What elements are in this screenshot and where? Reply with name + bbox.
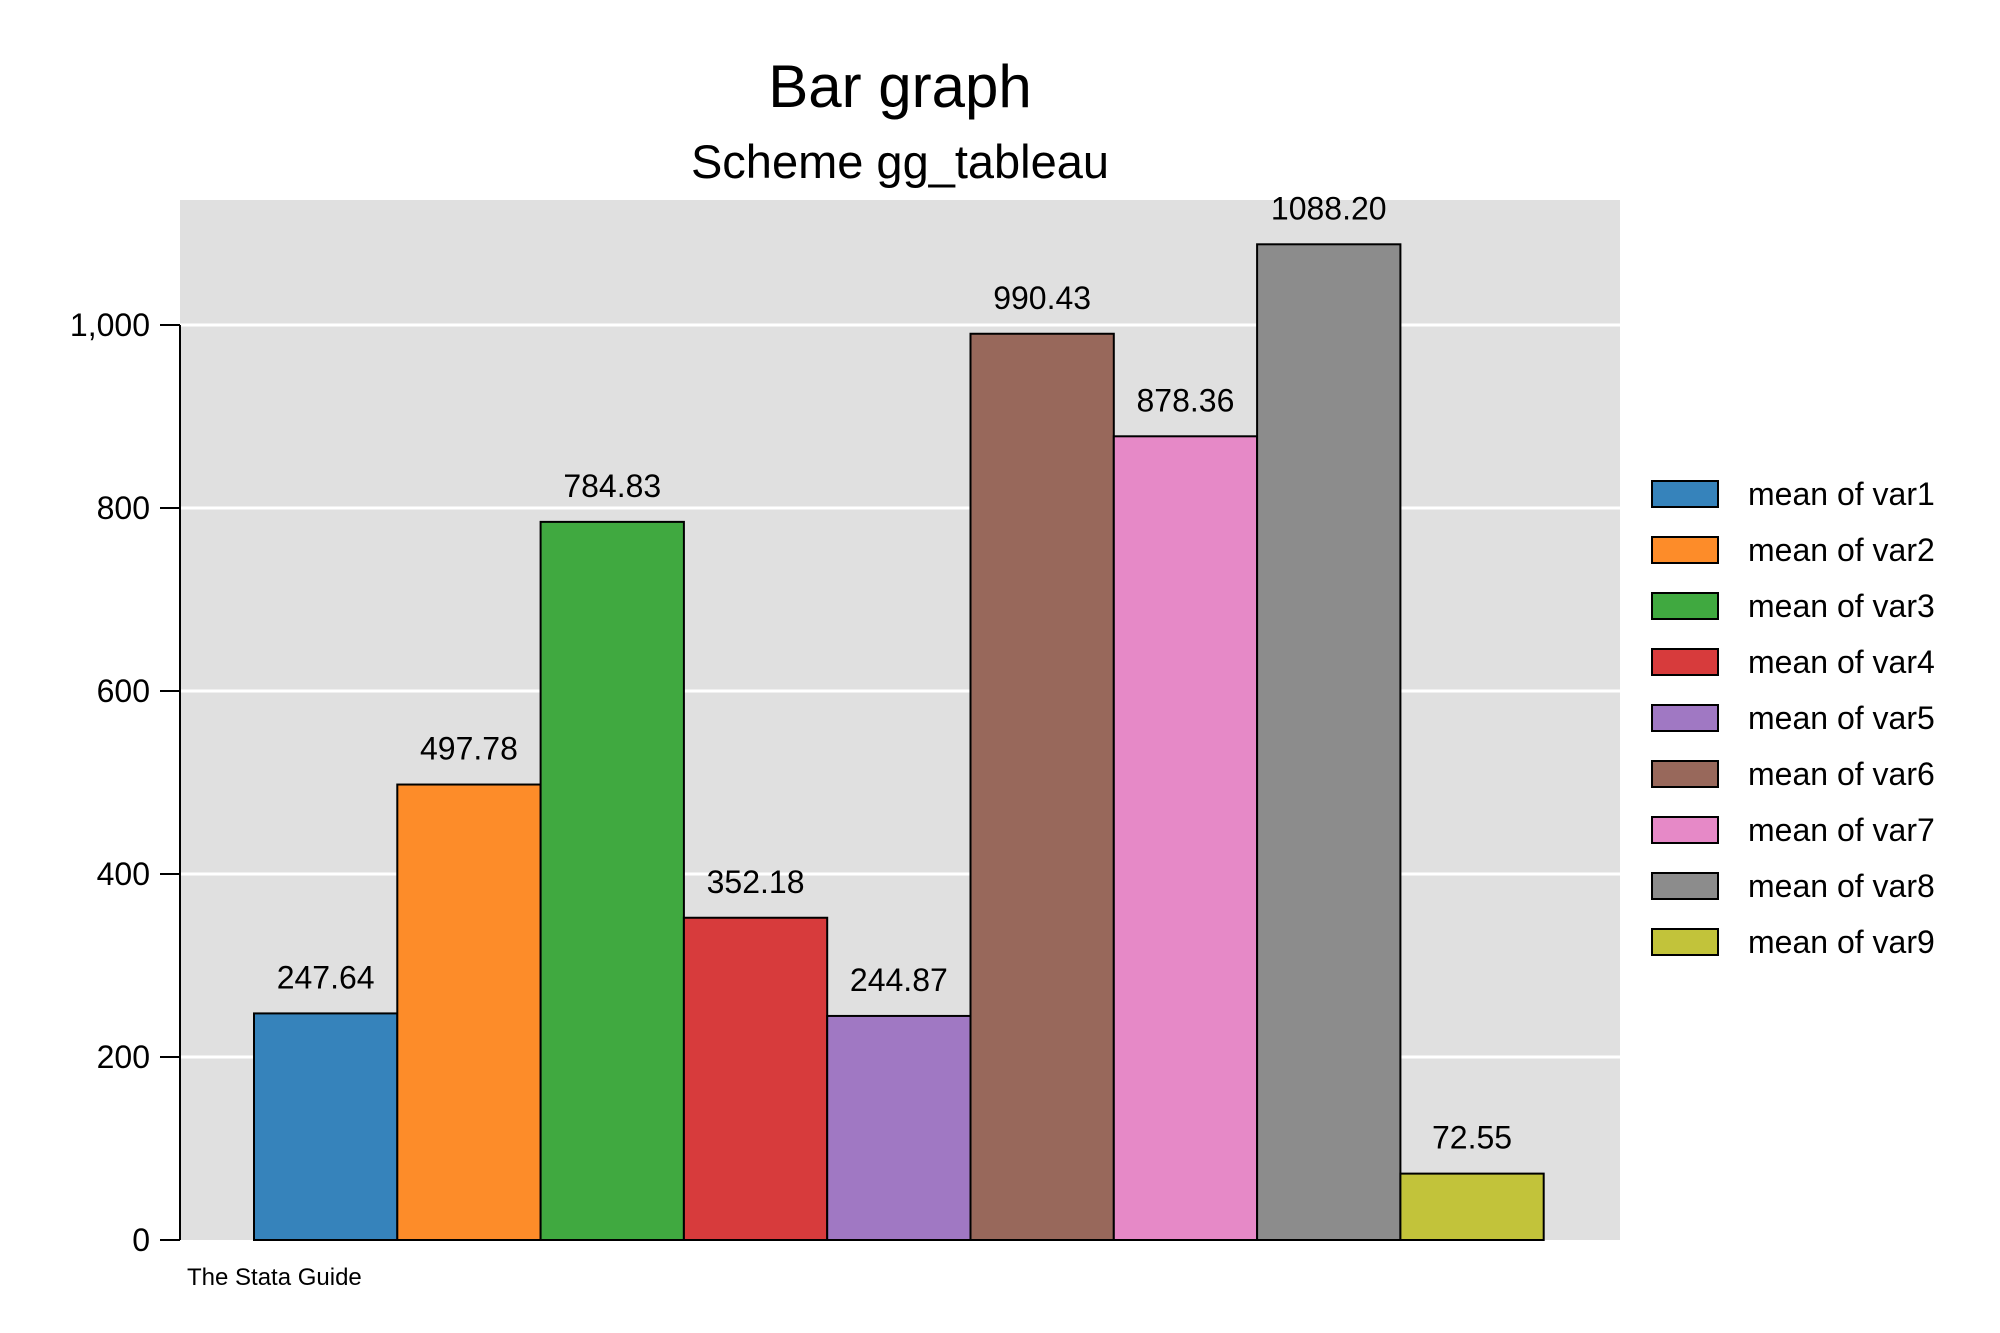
legend-label-9: mean of var9 (1748, 924, 1935, 960)
legend-swatch-2 (1651, 536, 1719, 564)
legend-label-8: mean of var8 (1748, 868, 1935, 904)
legend-label-6: mean of var6 (1748, 756, 1935, 792)
y-tick-label: 1,000 (70, 307, 150, 343)
bar-6 (969, 332, 1115, 1242)
bar-8 (1256, 243, 1402, 1241)
bar-3 (539, 520, 685, 1241)
bars (253, 243, 1545, 1242)
data-label-4: 352.18 (707, 864, 805, 900)
bar-9 (1399, 1172, 1545, 1241)
y-axis: 0 200 400 600 800 1,000 (70, 307, 181, 1258)
chart-note: The Stata Guide (187, 1264, 362, 1291)
bar-1 (253, 1012, 399, 1242)
legend-swatch-5 (1651, 704, 1719, 732)
chart-subtitle: Scheme gg_tableau (691, 135, 1109, 188)
chart-title: Bar graph (768, 53, 1032, 120)
legend-label-3: mean of var3 (1748, 588, 1935, 624)
y-tick-label: 600 (97, 673, 150, 709)
y-tick-label: 0 (132, 1222, 150, 1258)
data-label-1: 247.64 (277, 959, 375, 995)
y-tick-label: 800 (97, 490, 150, 526)
legend-label-7: mean of var7 (1748, 812, 1935, 848)
legend-label-5: mean of var5 (1748, 700, 1935, 736)
data-label-2: 497.78 (420, 731, 518, 767)
y-tick-label: 200 (97, 1039, 150, 1075)
data-label-3: 784.83 (563, 468, 661, 504)
legend-swatch-7 (1651, 816, 1719, 844)
bar-4 (682, 916, 829, 1241)
data-label-9: 72.55 (1432, 1120, 1512, 1156)
legend-swatch-4 (1651, 648, 1719, 676)
legend-label-4: mean of var4 (1748, 644, 1935, 680)
bar-2 (396, 783, 542, 1241)
legend-label-1: mean of var1 (1748, 476, 1935, 512)
legend-swatch-3 (1651, 592, 1719, 620)
legend: mean of var1 mean of var2 mean of var3 mean… (1651, 476, 1935, 960)
legend-swatch-8 (1651, 872, 1719, 900)
legend-swatch-1 (1651, 480, 1719, 508)
y-tick-label: 400 (97, 856, 150, 892)
bar-7 (1112, 435, 1259, 1241)
data-label-8: 1088.20 (1271, 190, 1387, 226)
data-label-7: 878.36 (1137, 382, 1235, 418)
data-label-6: 990.43 (993, 280, 1091, 316)
data-label-5: 244.87 (850, 962, 948, 998)
legend-label-2: mean of var2 (1748, 532, 1935, 568)
legend-swatch-9 (1651, 928, 1719, 956)
data-labels: 247.64 497.78 784.83 352.18 244.87 990.43 878.… (277, 190, 1512, 1155)
bar-5 (826, 1014, 972, 1242)
legend-swatch-6 (1651, 760, 1719, 788)
